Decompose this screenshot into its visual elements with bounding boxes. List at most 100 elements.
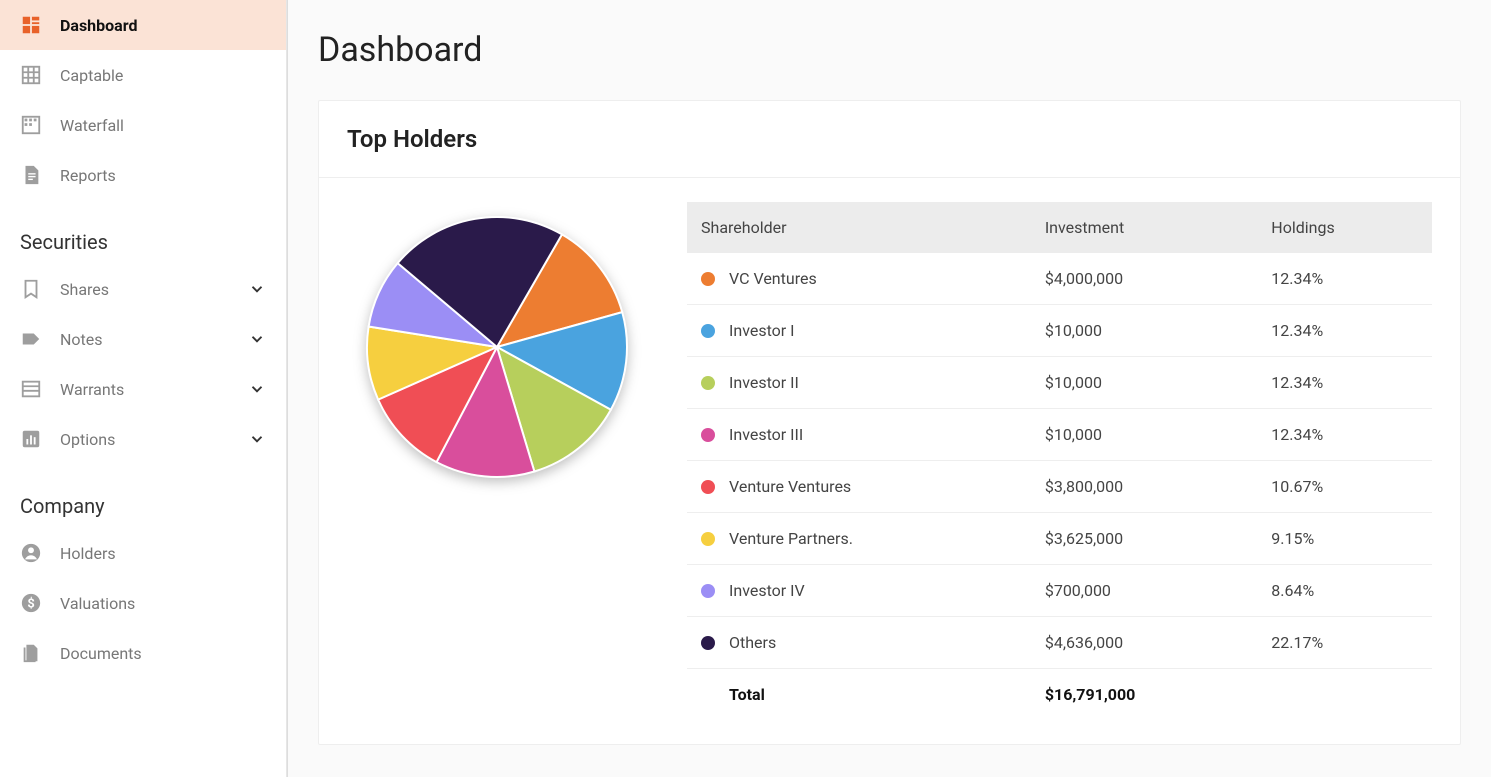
barchart-icon bbox=[20, 428, 42, 450]
shareholder-cell: Investor III bbox=[687, 409, 1031, 461]
shareholder-cell: Investor II bbox=[687, 357, 1031, 409]
investment-cell: $10,000 bbox=[1031, 409, 1257, 461]
shareholder-name: Investor III bbox=[729, 425, 803, 444]
dollar-icon: $ bbox=[20, 592, 42, 614]
chevron-down-icon bbox=[248, 280, 266, 298]
shareholder-cell: Venture Ventures bbox=[687, 461, 1031, 513]
investment-cell: $4,000,000 bbox=[1031, 253, 1257, 305]
chevron-down-icon bbox=[248, 330, 266, 348]
investment-cell: $10,000 bbox=[1031, 305, 1257, 357]
table-row: VC Ventures $4,000,00012.34% bbox=[687, 253, 1432, 305]
shareholder-name: VC Ventures bbox=[729, 269, 817, 288]
sidebar-item-dashboard[interactable]: Dashboard bbox=[0, 0, 286, 50]
file-icon bbox=[20, 164, 42, 186]
shareholder-name: Others bbox=[729, 633, 776, 652]
sidebar-item-label: Captable bbox=[60, 66, 266, 85]
color-dot bbox=[701, 428, 715, 442]
table-total-row: Total $16,791,000 bbox=[687, 669, 1432, 721]
pie-chart bbox=[362, 212, 632, 482]
top-holders-card: Top Holders Shareholder Investment Ho bbox=[318, 100, 1461, 745]
shareholder-cell: Others bbox=[687, 617, 1031, 669]
page-title: Dashboard bbox=[318, 30, 1461, 70]
sidebar-item-label: Documents bbox=[60, 644, 266, 663]
sidebar-item-label: Notes bbox=[60, 330, 248, 349]
total-label: Total bbox=[729, 685, 765, 704]
sidebar-section-securities: Securities bbox=[0, 200, 286, 264]
table-row: Investor II $10,00012.34% bbox=[687, 357, 1432, 409]
color-dot bbox=[701, 272, 715, 286]
sidebar-item-label: Valuations bbox=[60, 594, 266, 613]
tag-icon bbox=[20, 328, 42, 350]
person-icon bbox=[20, 542, 42, 564]
sidebar-item-shares[interactable]: Shares bbox=[0, 264, 286, 314]
sidebar-item-valuations[interactable]: $ Valuations bbox=[0, 578, 286, 628]
shareholder-cell: Investor IV bbox=[687, 565, 1031, 617]
shareholder-name: Investor IV bbox=[729, 581, 805, 600]
sidebar-item-notes[interactable]: Notes bbox=[0, 314, 286, 364]
col-investment: Investment bbox=[1031, 202, 1257, 253]
sidebar: Dashboard Captable Waterfall Reports Securi… bbox=[0, 0, 287, 777]
color-dot bbox=[701, 532, 715, 546]
investment-cell: $700,000 bbox=[1031, 565, 1257, 617]
investment-cell: $3,800,000 bbox=[1031, 461, 1257, 513]
total-label-cell: Total bbox=[687, 669, 1031, 721]
sidebar-item-waterfall[interactable]: Waterfall bbox=[0, 100, 286, 150]
holders-table: Shareholder Investment Holdings VC Ventu… bbox=[687, 202, 1432, 720]
table-row: Others$4,636,00022.17% bbox=[687, 617, 1432, 669]
investment-cell: $10,000 bbox=[1031, 357, 1257, 409]
sidebar-item-warrants[interactable]: Warrants bbox=[0, 364, 286, 414]
sidebar-item-label: Shares bbox=[60, 280, 248, 299]
total-investment: $16,791,000 bbox=[1031, 669, 1257, 721]
table-row: Investor III $10,00012.34% bbox=[687, 409, 1432, 461]
grid-icon bbox=[20, 64, 42, 86]
shareholder-name: Investor II bbox=[729, 373, 799, 392]
total-holdings bbox=[1257, 669, 1432, 721]
table-row: Investor IV $700,0008.64% bbox=[687, 565, 1432, 617]
main-content: Dashboard Top Holders Shareholder bbox=[287, 0, 1491, 777]
color-dot bbox=[701, 324, 715, 338]
shareholder-name: Venture Ventures bbox=[729, 477, 851, 496]
holdings-cell: 10.67% bbox=[1257, 461, 1432, 513]
table-row: Venture Ventures $3,800,00010.67% bbox=[687, 461, 1432, 513]
sidebar-item-holders[interactable]: Holders bbox=[0, 528, 286, 578]
holdings-cell: 12.34% bbox=[1257, 253, 1432, 305]
dashboard-icon bbox=[20, 14, 42, 36]
sidebar-item-label: Warrants bbox=[60, 380, 248, 399]
holdings-cell: 12.34% bbox=[1257, 409, 1432, 461]
investment-cell: $4,636,000 bbox=[1031, 617, 1257, 669]
holdings-cell: 9.15% bbox=[1257, 513, 1432, 565]
shareholder-cell: VC Ventures bbox=[687, 253, 1031, 305]
sidebar-item-label: Reports bbox=[60, 166, 266, 185]
color-dot bbox=[701, 480, 715, 494]
sidebar-item-label: Options bbox=[60, 430, 248, 449]
table-row: Venture Partners. $3,625,0009.15% bbox=[687, 513, 1432, 565]
chevron-down-icon bbox=[248, 380, 266, 398]
card-title: Top Holders bbox=[347, 125, 1432, 153]
investment-cell: $3,625,000 bbox=[1031, 513, 1257, 565]
card-header: Top Holders bbox=[319, 101, 1460, 178]
sidebar-item-options[interactable]: Options bbox=[0, 414, 286, 464]
holdings-cell: 12.34% bbox=[1257, 305, 1432, 357]
col-shareholder: Shareholder bbox=[687, 202, 1031, 253]
bookmark-icon bbox=[20, 278, 42, 300]
sidebar-item-reports[interactable]: Reports bbox=[0, 150, 286, 200]
col-holdings: Holdings bbox=[1257, 202, 1432, 253]
sidebar-item-captable[interactable]: Captable bbox=[0, 50, 286, 100]
sidebar-item-documents[interactable]: Documents bbox=[0, 628, 286, 678]
holders-table-container: Shareholder Investment Holdings VC Ventu… bbox=[687, 202, 1432, 720]
svg-text:$: $ bbox=[27, 597, 34, 612]
shareholder-name: Investor I bbox=[729, 321, 795, 340]
color-dot bbox=[701, 376, 715, 390]
waterfall-icon bbox=[20, 114, 42, 136]
chevron-down-icon bbox=[248, 430, 266, 448]
shareholder-cell: Venture Partners. bbox=[687, 513, 1031, 565]
color-dot bbox=[701, 584, 715, 598]
holdings-cell: 12.34% bbox=[1257, 357, 1432, 409]
table-row: Investor I $10,00012.34% bbox=[687, 305, 1432, 357]
color-dot bbox=[701, 636, 715, 650]
sidebar-item-label: Holders bbox=[60, 544, 266, 563]
shareholder-name: Venture Partners. bbox=[729, 529, 853, 548]
list-icon bbox=[20, 378, 42, 400]
holdings-cell: 8.64% bbox=[1257, 565, 1432, 617]
pie-chart-container bbox=[347, 202, 647, 482]
